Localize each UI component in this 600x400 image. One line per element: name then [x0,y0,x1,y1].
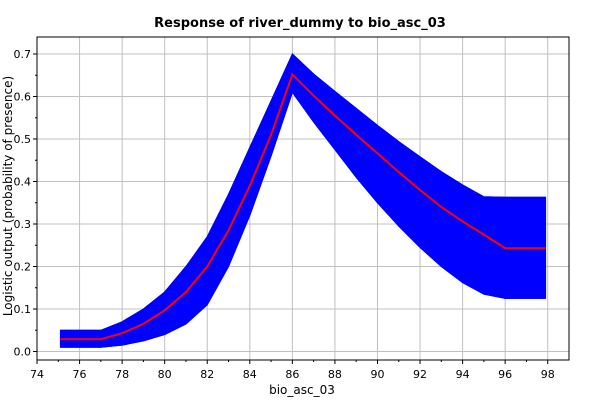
mean-line [60,72,546,341]
x-tick-label: 78 [115,368,129,381]
x-tick-label: 94 [456,368,470,381]
mean-response-line [60,72,546,341]
y-tick-label: 0.1 [14,303,32,316]
y-tick-label: 0.5 [14,133,32,146]
x-tick-label: 76 [73,368,87,381]
y-axis-label: Logistic output (probability of presence… [1,76,15,316]
x-axis-label: bio_asc_03 [269,383,335,397]
x-tick-label: 90 [370,368,384,381]
x-tick-label: 92 [413,368,427,381]
x-tick-label: 82 [200,368,214,381]
x-tick-label: 96 [498,368,512,381]
plot-frame [36,36,570,361]
y-tick-label: 0.7 [14,48,32,61]
x-tick-label: 86 [285,368,299,381]
axes: 74 76 78 80 82 84 86 88 90 92 94 96 98 0.0 0.1 0.2 0.3 0.… [14,36,570,381]
x-tick-label: 84 [243,368,257,381]
y-tick-label: 0.0 [14,346,32,359]
band-lower-edge [60,91,546,348]
x-tick-label: 74 [30,368,44,381]
y-tick-label: 0.6 [14,91,32,104]
x-tick-label: 88 [328,368,342,381]
chart-title: Response of river_dummy to bio_asc_03 [154,16,446,31]
x-tick-label: 98 [541,368,555,381]
x-tick-label: 80 [158,368,172,381]
y-tick-label: 0.3 [14,218,32,231]
y-tick-label: 0.2 [14,261,32,274]
confidence-band [59,53,547,348]
y-tick-label: 0.4 [14,176,32,189]
band-upper-edge [60,53,546,331]
